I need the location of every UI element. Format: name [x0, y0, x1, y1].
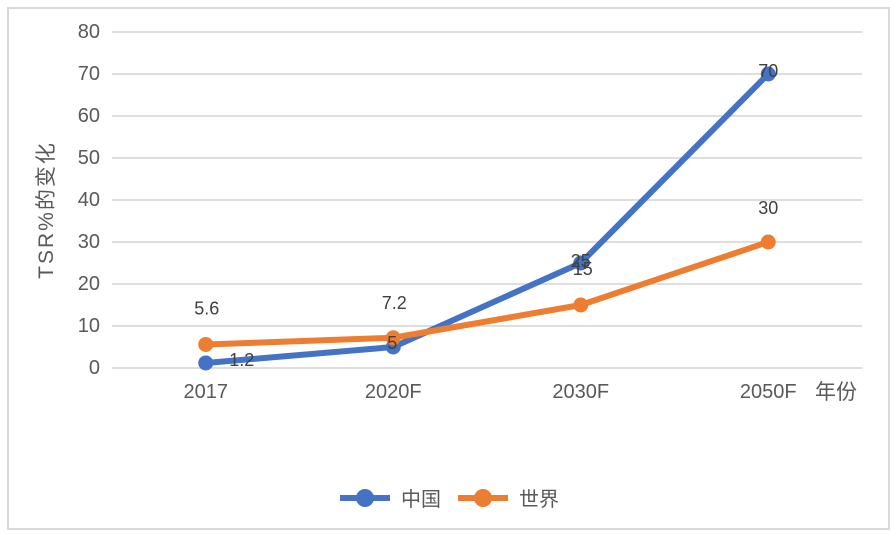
data-point-marker: [198, 355, 214, 371]
x-axis-tick-label: 2050F: [740, 381, 797, 403]
data-point-marker: [198, 336, 214, 352]
data-point-marker: [573, 297, 589, 313]
series-line: [202, 239, 772, 348]
legend-item: 世界: [455, 483, 559, 512]
legend: 中国 世界: [0, 483, 896, 512]
data-label: 5: [387, 333, 397, 353]
legend-marker-icon: [458, 488, 508, 507]
data-point-marker: [760, 234, 776, 250]
data-label: 70: [758, 61, 778, 81]
y-axis-tick-label: 10: [78, 315, 100, 337]
y-axis-title: TSR%的变化: [35, 141, 58, 279]
y-axis-tick-label: 40: [78, 189, 100, 211]
y-axis-tick-label: 0: [89, 357, 100, 379]
y-axis-tick-label: 80: [78, 21, 100, 43]
legend-label: 中国: [401, 489, 441, 511]
data-label: 15: [573, 259, 593, 279]
y-axis-tick-label: 20: [78, 273, 100, 295]
legend-marker-icon: [340, 488, 390, 507]
y-axis-tick-label: 50: [78, 147, 100, 169]
y-axis-tick-label: 70: [78, 63, 100, 85]
chart-frame: [7, 7, 890, 530]
data-point-marker: [573, 255, 589, 271]
data-label: 25: [571, 251, 591, 271]
x-axis-tick-label: 2030F: [552, 381, 609, 403]
data-label: 7.2: [382, 293, 407, 313]
x-axis-title: 年份: [815, 381, 857, 404]
x-axis-tick-label: 2017: [184, 381, 229, 403]
legend-item: 中国: [337, 483, 441, 512]
x-axis-tick-label: 2020F: [365, 381, 422, 403]
data-label: 1.2: [229, 350, 254, 370]
data-label: 30: [758, 198, 778, 218]
data-point-marker: [760, 66, 776, 82]
legend-label: 世界: [519, 489, 559, 511]
data-point-marker: [385, 330, 401, 346]
data-label: 5.6: [194, 298, 219, 318]
y-axis-tick-label: 30: [78, 231, 100, 253]
series-line: [202, 71, 772, 366]
y-axis-tick-label: 60: [78, 105, 100, 127]
